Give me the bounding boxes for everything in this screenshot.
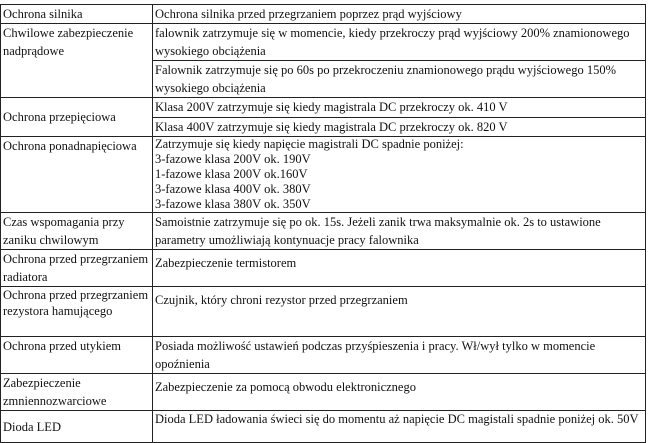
table-row: Falownik zatrzymuje się po 60s po przekr… xyxy=(1,60,646,98)
row-label: Zabezpieczenie zmniennozwarciowe xyxy=(0,373,153,411)
value-line: 3-fazowe klasa 400V ok. 380V xyxy=(155,182,311,196)
row-value: Czujnik, który chroni rezystor przed prz… xyxy=(152,286,646,337)
table-row: Ochrona przed przegrzaniem radiatora Zab… xyxy=(0,249,646,287)
protection-specs-table: Ochrona silnika Ochrona silnika przed pr… xyxy=(0,4,646,443)
row-value: Falownik zatrzymuje się po 60s po przekr… xyxy=(152,60,646,98)
row-label: Ochrona silnika xyxy=(0,4,153,24)
value-line: 1-fazowe klasa 200V ok.160V xyxy=(155,167,308,181)
row-label: Dioda LED xyxy=(0,410,153,443)
table-row: Zabezpieczenie zmniennozwarciowe Zabezpi… xyxy=(0,373,646,411)
row-value: Zatrzymuje się kiedy napięcie magistrali… xyxy=(152,136,646,213)
row-label: Ochrona przed przegrzaniem radiatora xyxy=(0,249,153,287)
value-line: Zatrzymuje się kiedy napięcie magistrali… xyxy=(155,137,464,151)
table-row: Ochrona przepięciowa Klasa 200V zatrzymu… xyxy=(0,97,646,137)
row-value: Ochrona silnika przed przegrzaniem poprz… xyxy=(152,4,646,24)
row-value: Klasa 400V zatrzymuje się kiedy magistra… xyxy=(152,117,646,137)
row-label: Ochrona przed utykiem xyxy=(0,336,153,374)
table-row: Dioda LED Dioda LED ładowania świeci się… xyxy=(0,410,646,443)
row-value: Dioda LED ładowania świeci się do moment… xyxy=(152,410,646,443)
table-row: Ochrona silnika Ochrona silnika przed pr… xyxy=(0,4,646,24)
table-row: Ochrona ponadnapięciowa Zatrzymuje się k… xyxy=(0,136,646,213)
row-value: falownik zatrzymuje się w momencie, kied… xyxy=(152,23,646,61)
value-line: 3-fazowe klasa 200V ok. 190V xyxy=(155,152,311,166)
row-label: Ochrona przed przegrzaniem rezystora ham… xyxy=(0,286,153,337)
table-row: Ochrona przed utykiem Posiada możliwość … xyxy=(0,336,646,374)
row-label: Czas wspomagania przy zaniku chwilowym xyxy=(0,212,153,250)
table-row: Ochrona przed przegrzaniem rezystora ham… xyxy=(0,286,646,337)
table-row: Chwilowe zabezpieczenie nadprądowe falow… xyxy=(0,23,646,98)
row-value: Klasa 200V zatrzymuje się kiedy magistra… xyxy=(152,97,646,118)
row-value: Zabezpieczenie za pomocą obwodu elektron… xyxy=(152,373,646,411)
row-label: Chwilowe zabezpieczenie nadprądowe xyxy=(0,23,153,98)
table-border-fragment xyxy=(0,437,1,441)
row-value: Zabezpieczenie termistorem xyxy=(152,249,646,287)
row-label: Ochrona ponadnapięciowa xyxy=(0,136,153,213)
row-value: Samoistnie zatrzymuje się po ok. 15s. Je… xyxy=(152,212,646,250)
row-label: Ochrona przepięciowa xyxy=(0,97,153,137)
row-value: Posiada możliwość ustawień podczas przyś… xyxy=(152,336,646,374)
table-row: Czas wspomagania przy zaniku chwilowym S… xyxy=(0,212,646,250)
value-line: 3-fazowe klasa 380V ok. 350V xyxy=(155,197,311,211)
